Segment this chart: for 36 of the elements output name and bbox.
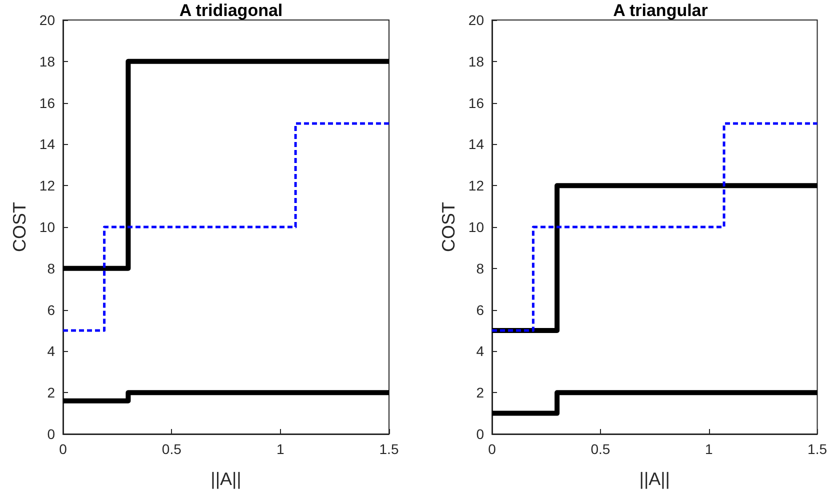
x-tick-label: 1.5	[808, 441, 828, 457]
y-tick-label: 10	[39, 219, 56, 235]
y-tick-label: 16	[39, 94, 56, 111]
y-axis-title: COST	[438, 202, 459, 252]
y-tick-label: 4	[476, 343, 484, 360]
y-tick-label: 4	[47, 343, 56, 360]
y-tick-label: 8	[476, 260, 484, 276]
x-tick-label: 1.5	[379, 441, 399, 457]
x-tick-label: 1	[276, 441, 284, 457]
y-tick-label: 16	[468, 94, 484, 111]
chart-title: A triangular	[613, 1, 708, 20]
y-tick-label: 6	[47, 302, 56, 318]
x-tick-label: 0	[488, 441, 496, 457]
chart-title: A tridiagonal	[179, 1, 283, 20]
y-tick-label: 10	[468, 219, 484, 235]
x-tick-label: 0.5	[162, 441, 182, 457]
x-tick-label: 0.5	[590, 441, 610, 457]
y-tick-label: 2	[476, 384, 484, 401]
y-tick-label: 2	[47, 384, 56, 401]
y-tick-label: 8	[47, 260, 56, 276]
y-tick-label: 0	[476, 426, 484, 442]
y-axis-title: COST	[10, 202, 30, 252]
y-tick-label: 0	[47, 426, 56, 442]
y-tick-label: 12	[468, 178, 484, 194]
x-tick-label: 1	[704, 441, 713, 457]
x-axis-title: ||A||	[210, 469, 242, 489]
y-tick-label: 6	[476, 302, 484, 318]
y-tick-label: 18	[39, 53, 56, 70]
x-axis-title: ||A||	[639, 469, 670, 489]
x-tick-label: 0	[59, 441, 68, 457]
y-tick-label: 20	[468, 12, 484, 28]
y-tick-label: 14	[468, 136, 484, 152]
y-tick-label: 18	[468, 53, 484, 70]
y-tick-label: 14	[39, 136, 56, 152]
y-tick-label: 20	[39, 12, 56, 28]
y-tick-label: 12	[39, 178, 56, 194]
